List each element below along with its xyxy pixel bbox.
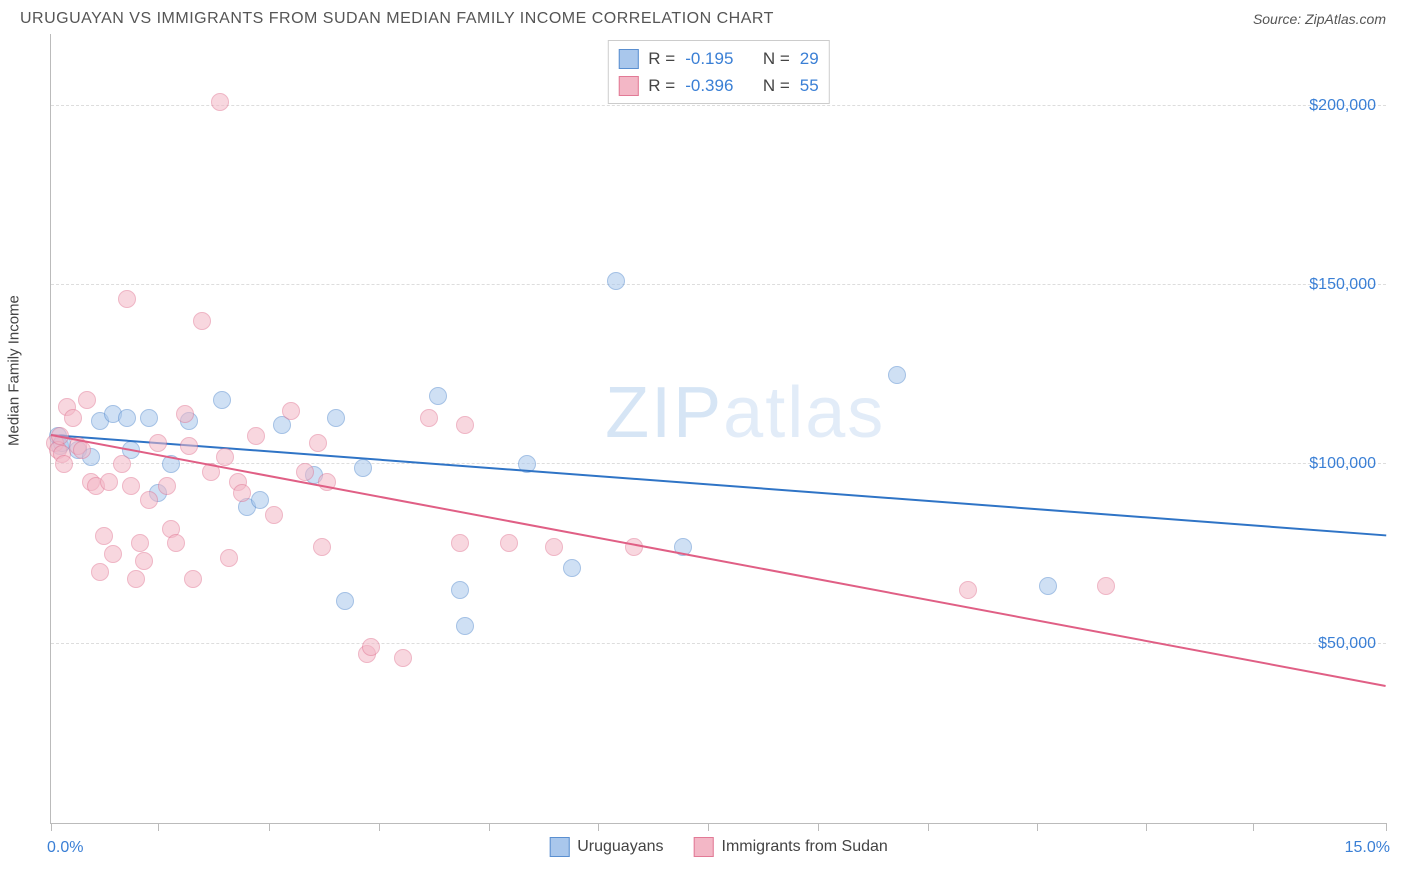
data-point [313,538,331,556]
gridline [51,463,1386,464]
data-point [184,570,202,588]
data-point [296,463,314,481]
data-point [180,437,198,455]
data-point [563,559,581,577]
data-point [362,638,380,656]
data-point [100,473,118,491]
data-point [1097,577,1115,595]
x-tick [1037,823,1038,831]
data-point [354,459,372,477]
stats-legend: R = -0.195 N = 29 R = -0.396 N = 55 [607,40,829,104]
data-point [456,416,474,434]
data-point [420,409,438,427]
data-point [213,391,231,409]
data-point [131,534,149,552]
data-point [118,290,136,308]
data-point [149,434,167,452]
swatch-uruguayans [549,837,569,857]
data-point [451,581,469,599]
x-tick [708,823,709,831]
data-point [73,441,91,459]
watermark: ZIPatlas [605,372,885,454]
data-point [113,455,131,473]
data-point [118,409,136,427]
data-point [127,570,145,588]
data-point [140,409,158,427]
x-tick [1386,823,1387,831]
scatter-plot: ZIPatlas R = -0.195 N = 29 R = -0.396 N … [50,34,1386,824]
gridline [51,105,1386,106]
data-point [251,491,269,509]
stats-row-sudan: R = -0.396 N = 55 [618,72,818,99]
y-tick-label: $100,000 [1309,455,1376,473]
data-point [282,402,300,420]
x-tick [1253,823,1254,831]
data-point [429,387,447,405]
x-tick [598,823,599,831]
data-point [394,649,412,667]
trend-line [51,434,1386,687]
data-point [545,538,563,556]
legend-item-uruguayans: Uruguayans [549,837,663,857]
data-point [176,405,194,423]
data-point [265,506,283,524]
data-point [211,93,229,111]
data-point [233,484,251,502]
x-axis-min-label: 0.0% [47,839,83,857]
y-tick-label: $150,000 [1309,276,1376,294]
data-point [167,534,185,552]
data-point [456,617,474,635]
y-axis-label: Median Family Income [6,295,23,446]
data-point [607,272,625,290]
data-point [78,391,96,409]
x-tick [928,823,929,831]
x-axis-max-label: 15.0% [1345,839,1390,857]
series-legend: Uruguayans Immigrants from Sudan [549,837,888,857]
data-point [122,477,140,495]
data-point [309,434,327,452]
swatch-sudan [618,76,638,96]
gridline [51,284,1386,285]
data-point [451,534,469,552]
data-point [104,545,122,563]
swatch-sudan [694,837,714,857]
y-tick-label: $200,000 [1309,97,1376,115]
data-point [247,427,265,445]
x-tick [158,823,159,831]
swatch-uruguayans [618,49,638,69]
data-point [91,563,109,581]
data-point [64,409,82,427]
data-point [216,448,234,466]
data-point [327,409,345,427]
data-point [95,527,113,545]
data-point [140,491,158,509]
data-point [336,592,354,610]
chart-title: URUGUAYAN VS IMMIGRANTS FROM SUDAN MEDIA… [20,10,774,28]
data-point [888,366,906,384]
x-tick [818,823,819,831]
legend-item-sudan: Immigrants from Sudan [694,837,888,857]
x-tick [489,823,490,831]
source-name: ZipAtlas.com [1305,11,1386,27]
data-point [135,552,153,570]
data-point [1039,577,1057,595]
x-tick [379,823,380,831]
x-tick [1146,823,1147,831]
y-tick-label: $50,000 [1318,635,1376,653]
x-tick [269,823,270,831]
data-point [959,581,977,599]
data-point [500,534,518,552]
x-tick [51,823,52,831]
gridline [51,643,1386,644]
source-label: Source: ZipAtlas.com [1253,11,1386,27]
data-point [193,312,211,330]
stats-row-uruguayans: R = -0.195 N = 29 [618,45,818,72]
data-point [158,477,176,495]
data-point [55,455,73,473]
data-point [220,549,238,567]
trend-line [51,434,1386,536]
